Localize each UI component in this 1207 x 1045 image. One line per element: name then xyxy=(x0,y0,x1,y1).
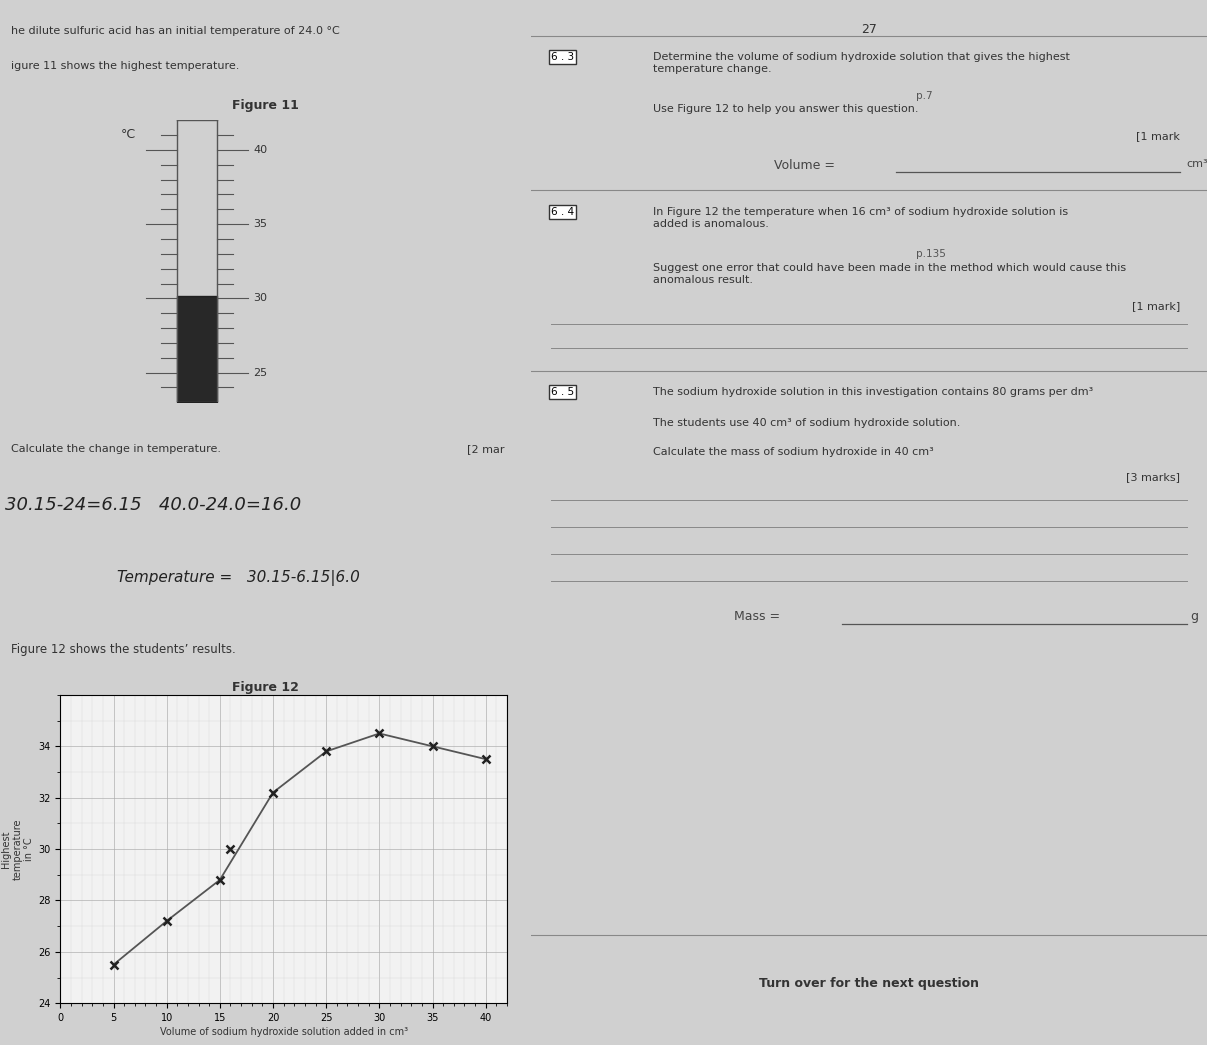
Text: Mass =: Mass = xyxy=(734,610,780,623)
Text: Suggest one error that could have been made in the method which would cause this: Suggest one error that could have been m… xyxy=(653,263,1126,285)
Text: he dilute sulfuric acid has an initial temperature of 24.0 °C: he dilute sulfuric acid has an initial t… xyxy=(11,26,339,37)
Text: [2 mar: [2 mar xyxy=(467,444,505,455)
Text: Figure 12: Figure 12 xyxy=(232,681,299,694)
Text: In Figure 12 the temperature when 16 cm³ of sodium hydroxide solution is
added i: In Figure 12 the temperature when 16 cm³… xyxy=(653,207,1068,229)
Text: 25: 25 xyxy=(253,368,268,377)
Text: Use Figure 12 to help you answer this question.: Use Figure 12 to help you answer this qu… xyxy=(653,104,919,115)
Text: Calculate the change in temperature.: Calculate the change in temperature. xyxy=(11,444,221,455)
Text: 27: 27 xyxy=(861,23,877,36)
Text: °C: °C xyxy=(121,127,136,141)
Text: cm³: cm³ xyxy=(1186,159,1207,169)
Text: Temperature =   30.15-6.15|6.0: Temperature = 30.15-6.15|6.0 xyxy=(117,570,360,585)
Text: g: g xyxy=(1190,610,1199,623)
Text: [1 mark]: [1 mark] xyxy=(1132,301,1180,311)
Text: 6 . 5: 6 . 5 xyxy=(552,387,575,397)
Text: The sodium hydroxide solution in this investigation contains 80 grams per dm³: The sodium hydroxide solution in this in… xyxy=(653,387,1094,397)
Text: Calculate the mass of sodium hydroxide in 40 cm³: Calculate the mass of sodium hydroxide i… xyxy=(653,447,933,458)
X-axis label: Volume of sodium hydroxide solution added in cm³: Volume of sodium hydroxide solution adde… xyxy=(159,1027,408,1037)
Text: p.135: p.135 xyxy=(916,249,946,259)
Text: Figure 12 shows the students’ results.: Figure 12 shows the students’ results. xyxy=(11,643,235,655)
Text: Turn over for the next question: Turn over for the next question xyxy=(759,977,979,990)
Text: 6 . 4: 6 . 4 xyxy=(552,207,575,217)
Text: 30: 30 xyxy=(253,294,268,303)
Text: 6 . 3: 6 . 3 xyxy=(552,52,575,63)
Text: igure 11 shows the highest temperature.: igure 11 shows the highest temperature. xyxy=(11,61,239,71)
Text: 40: 40 xyxy=(253,145,268,155)
Text: Figure 11: Figure 11 xyxy=(232,99,299,112)
Text: Volume =: Volume = xyxy=(775,159,835,171)
Text: p.7: p.7 xyxy=(916,91,933,101)
Y-axis label: Highest
temperature
in °C: Highest temperature in °C xyxy=(1,818,34,880)
Text: [1 mark: [1 mark xyxy=(1136,131,1180,141)
Text: The students use 40 cm³ of sodium hydroxide solution.: The students use 40 cm³ of sodium hydrox… xyxy=(653,418,960,428)
Text: [3 marks]: [3 marks] xyxy=(1126,472,1180,483)
Text: 35: 35 xyxy=(253,219,268,229)
Text: Determine the volume of sodium hydroxide solution that gives the highest
tempera: Determine the volume of sodium hydroxide… xyxy=(653,52,1069,74)
Text: 30.15-24=6.15   40.0-24.0=16.0: 30.15-24=6.15 40.0-24.0=16.0 xyxy=(5,496,302,514)
